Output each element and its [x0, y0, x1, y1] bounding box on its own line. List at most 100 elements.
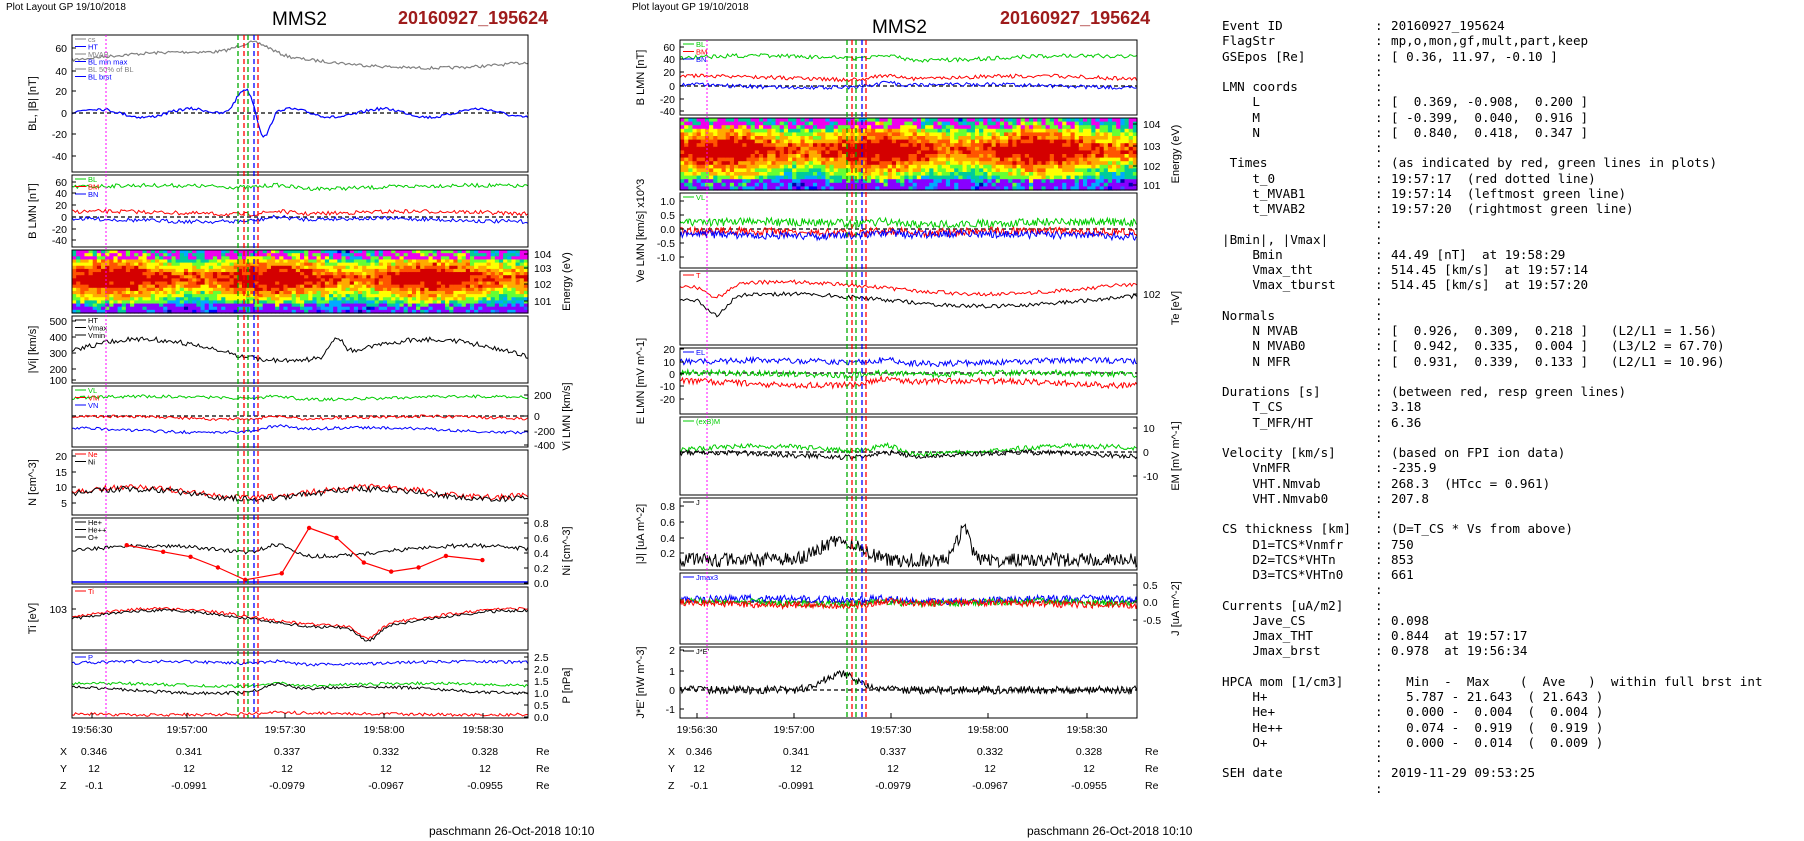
info-label: H+ [1222, 689, 1268, 704]
right-spectrogram-cell [1082, 136, 1088, 141]
right-spectrogram-cell [854, 118, 860, 123]
right-spectrogram-cell [1132, 128, 1138, 133]
left-spectrogram-cell [366, 278, 372, 283]
right-spectrogram-cell [995, 132, 1001, 137]
left-spectrogram-cell [154, 259, 160, 264]
left-spectrogram-cell [382, 256, 388, 261]
left-spectrogram-cell [134, 265, 139, 270]
right-spectrogram-cell [987, 139, 993, 144]
right-spectrogram-cell [925, 139, 930, 144]
right-spectrogram-cell [925, 121, 930, 126]
right-spectrogram-cell [900, 154, 905, 159]
left-spectrogram-cell [291, 300, 297, 305]
left-spectrogram-cell [241, 287, 247, 292]
right-spectrogram-cell [717, 179, 723, 184]
left-spectrogram-cell [200, 287, 206, 292]
left-spectrogram-cell [130, 297, 135, 301]
left-series-8-2 [71, 682, 529, 696]
right-spectrogram-cell [709, 143, 714, 148]
right-spectrogram-cell [862, 179, 868, 184]
left-spectrogram-cell [212, 253, 218, 257]
left-spectrogram-cell [457, 262, 463, 267]
left-spectrogram-cell [80, 297, 86, 301]
left-spectrogram-cell [374, 268, 380, 273]
right-spectrogram-cell [825, 136, 831, 141]
right-spectrogram-cell [858, 125, 864, 130]
right-spectrogram-cell [742, 175, 748, 180]
right-spectrogram-cell [883, 146, 889, 151]
left-spectrogram-cell [171, 309, 177, 314]
right-pos-value: 0.346 [686, 746, 712, 758]
right-spectrogram-cell [825, 125, 831, 130]
right-spectrogram-cell [970, 136, 976, 141]
right-spectrogram-cell [979, 168, 984, 173]
right-spectrogram-cell [688, 186, 694, 191]
right-spectrogram-cell [1024, 136, 1030, 141]
right-spectrogram-cell [983, 179, 989, 184]
right-spectrogram-cell [937, 118, 943, 123]
left-spectrogram-cell [478, 265, 483, 270]
right-spectrogram-cell [850, 161, 856, 166]
left-spectrogram-cell [498, 256, 504, 261]
left-spectrogram-cell [457, 278, 463, 283]
left-spectrogram-cell [474, 272, 479, 276]
left-spectrogram-cell [130, 268, 135, 273]
left-spectrogram-cell [304, 259, 309, 264]
left-spectrogram-cell [337, 256, 343, 261]
left-spectrogram-cell [474, 250, 479, 254]
right-spectrogram-cell [842, 172, 847, 177]
info-value: 2019-11-29 09:53:25 [1391, 765, 1536, 781]
left-spectrogram-cell [329, 303, 334, 308]
right-spectrogram-cell [767, 128, 772, 133]
left-spectrogram-cell [304, 272, 309, 276]
left-spectrogram-cell [440, 281, 446, 286]
left-spectrogram-cell [304, 253, 309, 257]
left-spectrogram-cell [407, 268, 413, 273]
left-legend-label: Ti [88, 587, 94, 596]
right-spectrogram-cell [970, 161, 976, 166]
right-spectrogram-cell [950, 118, 955, 123]
right-spectrogram-cell [775, 186, 781, 191]
right-spectrogram-cell [983, 132, 989, 137]
right-spectrogram-cell [1020, 182, 1026, 187]
info-row: Velocity [km/s]: (based on FPI ion data) [1222, 445, 1792, 460]
info-row: Vmax_tht:514.45 [km/s] at 19:57:14 [1222, 262, 1792, 277]
right-spectrogram-cell [1033, 168, 1038, 173]
left-spectrogram-cell [221, 309, 226, 314]
left-spectrogram-cell [237, 265, 243, 270]
left-spectrogram-cell [416, 278, 421, 283]
right-spectrogram-cell [925, 182, 930, 187]
right-spectrogram-cell [933, 175, 939, 180]
left-legend-label: P [88, 653, 93, 662]
left-spectrogram-cell [92, 287, 98, 292]
right-spectrogram-cell [1012, 136, 1018, 141]
right-spectrogram-cell [1024, 172, 1030, 177]
right-spectrogram-cell [821, 154, 827, 159]
right-spectrogram-cell [833, 186, 839, 191]
left-spectrogram-cell [515, 284, 521, 289]
right-spectrogram-cell [692, 139, 698, 144]
left-spectrogram-cell [333, 294, 338, 298]
left-spectrogram-cell [498, 297, 504, 301]
left-spectrogram-cell [291, 253, 297, 257]
left-spectrogram-cell [308, 281, 314, 286]
left-spectrogram-cell [482, 290, 488, 295]
left-spectrogram-cell [320, 297, 326, 301]
left-spectrogram-cell [349, 300, 355, 305]
left-spectrogram-cell [511, 306, 517, 311]
right-spectrogram-cell [1087, 154, 1092, 159]
right-spectrogram-cell [767, 118, 772, 123]
left-spectrogram-cell [329, 284, 334, 289]
right-spectrogram-cell [1107, 136, 1113, 141]
left-spectrogram-cell [490, 309, 496, 314]
right-spectrogram-cell [821, 139, 827, 144]
left-spectrogram-cell [270, 278, 276, 283]
left-spectrogram-cell [84, 294, 90, 298]
right-spectrogram-cell [680, 128, 685, 133]
right-spectrogram-cell [758, 182, 764, 187]
right-spectrogram-cell [734, 172, 739, 177]
right-spectrogram-cell [858, 179, 864, 184]
left-spectrogram-cell [146, 253, 152, 257]
right-series-4-0 [679, 355, 1138, 368]
left-spectrogram-cell [117, 294, 123, 298]
